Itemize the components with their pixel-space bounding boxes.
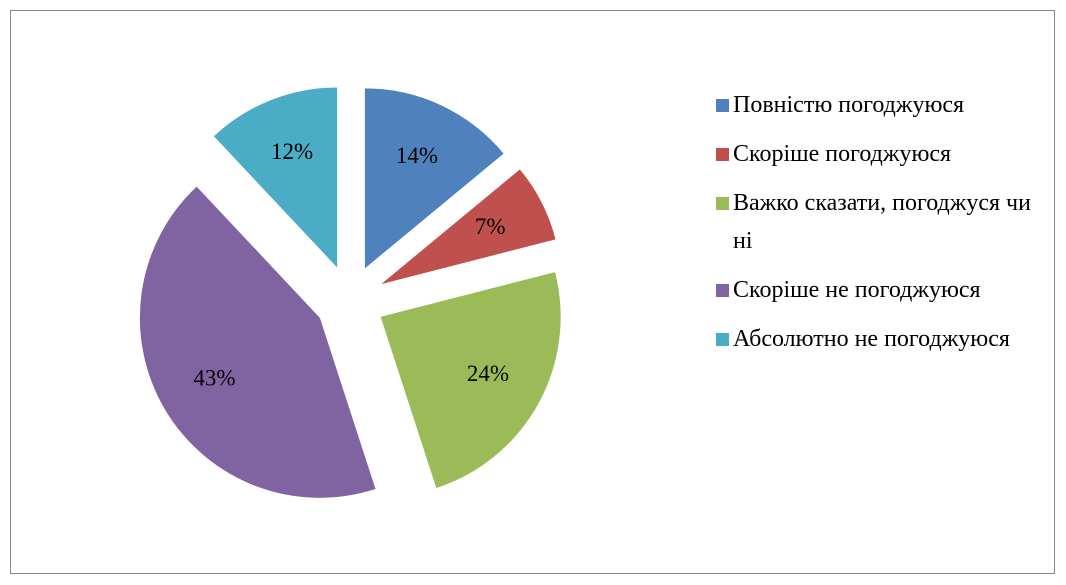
legend-swatch: [716, 284, 729, 297]
legend-entry: Повністю погоджуюся: [716, 86, 1051, 124]
legend-entry: Важко сказати, погоджуся чи ні: [716, 184, 1051, 260]
legend-label: Важко сказати, погоджуся чи ні: [733, 190, 1031, 254]
pie-slice: [380, 272, 561, 489]
data-label: 14%: [396, 143, 438, 168]
pie-slice: [213, 87, 338, 268]
pie-slice: [139, 186, 376, 498]
legend-swatch: [716, 99, 729, 112]
chart-frame: [10, 10, 1055, 574]
legend-swatch: [716, 148, 729, 161]
legend-entry: Абсолютно не погоджуюся: [716, 320, 1051, 358]
pie-slice: [381, 169, 556, 285]
legend-entry: Скоріше погоджуюся: [716, 135, 1051, 173]
data-label: 24%: [467, 361, 509, 386]
data-label: 43%: [193, 365, 235, 390]
legend-label: Скоріше погоджуюся: [733, 141, 952, 167]
data-label: 7%: [475, 214, 506, 239]
legend-entry: Скоріше не погоджуюся: [716, 271, 1051, 309]
legend-label: Абсолютно не погоджуюся: [733, 326, 1010, 352]
data-label: 12%: [271, 139, 313, 164]
legend: Повністю погоджуюся Скоріше погоджуюся Важ…: [716, 86, 1051, 369]
legend-label: Скоріше не погоджуюся: [733, 277, 981, 303]
legend-label: Повністю погоджуюся: [733, 92, 965, 118]
legend-swatch: [716, 197, 729, 210]
pie-slice: [364, 88, 504, 269]
legend-swatch: [716, 333, 729, 346]
